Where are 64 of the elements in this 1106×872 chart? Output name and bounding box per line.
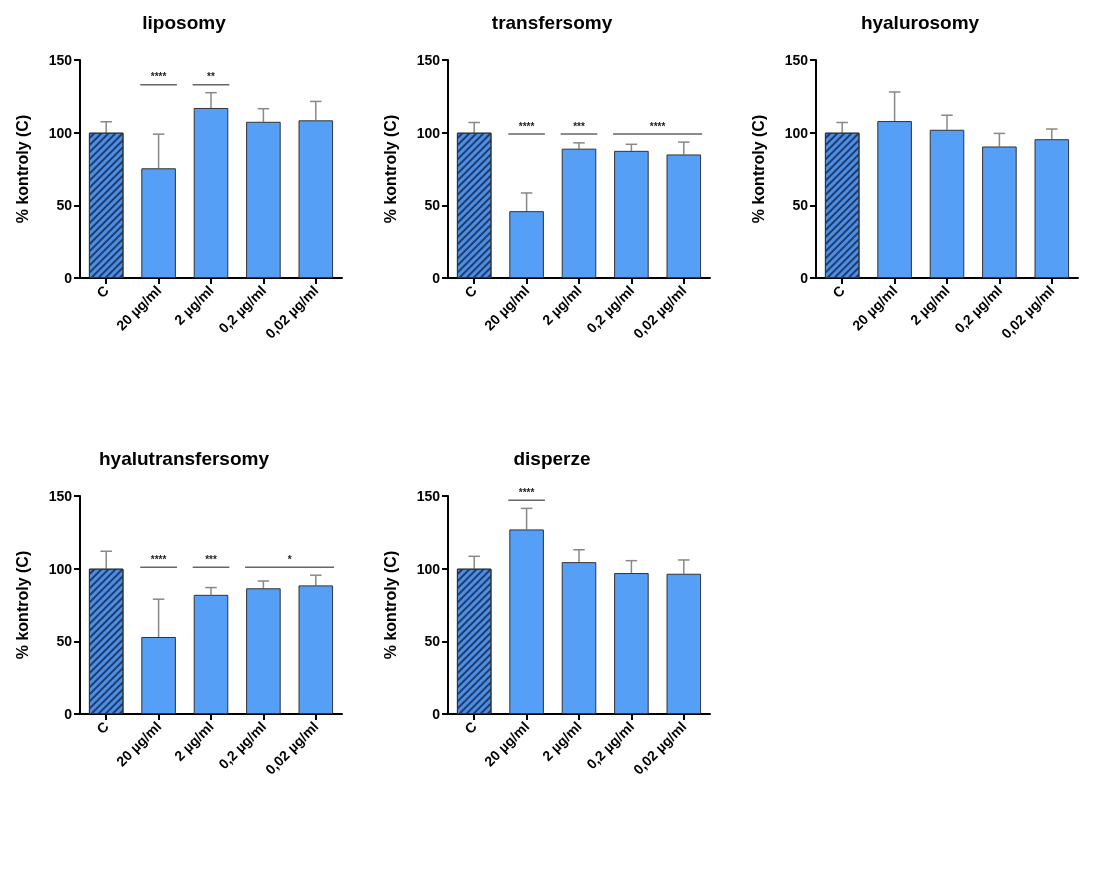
x-tick-label: C — [93, 282, 112, 301]
chart-title: liposomy — [142, 12, 227, 33]
y-tick-label: 150 — [416, 488, 441, 504]
y-tick-label: 100 — [416, 560, 441, 577]
bar — [929, 129, 965, 278]
annotation: *** — [205, 553, 217, 565]
y-tick-label: 100 — [48, 560, 73, 577]
bar — [141, 168, 176, 278]
y-tick-label: 150 — [48, 488, 73, 504]
y-tick-label: 0 — [64, 270, 73, 286]
bar — [1034, 139, 1070, 278]
bar — [246, 121, 281, 278]
y-axis-title: % kontroly (C) — [13, 550, 31, 660]
y-axis-title: % kontroly (C) — [381, 550, 399, 660]
chart-title: hyalutransfersomy — [98, 448, 270, 469]
bar — [561, 562, 597, 714]
y-tick-label: 50 — [56, 197, 73, 214]
y-tick-label: 50 — [792, 197, 809, 214]
x-tick-label: C — [461, 718, 480, 737]
annotation: **** — [150, 71, 167, 83]
bar — [877, 121, 912, 278]
bar — [246, 588, 281, 714]
annotation: * — [287, 553, 292, 565]
y-tick-label: 100 — [416, 124, 441, 141]
bar — [614, 573, 649, 714]
y-tick-label: 100 — [784, 124, 809, 141]
chart-title: disperze — [513, 448, 591, 469]
annotation: **** — [150, 553, 167, 565]
bar — [666, 154, 702, 278]
x-tick-label: C — [93, 718, 112, 737]
x-tick-label: C — [829, 282, 848, 301]
bar — [509, 529, 544, 714]
y-axis-title: % kontroly (C) — [13, 114, 31, 224]
annotation: **** — [649, 120, 666, 132]
y-axis-title: % kontroly (C) — [381, 114, 399, 224]
chart-title: hyalurosomy — [860, 12, 980, 33]
bar — [298, 585, 334, 714]
x-tick-label: C — [461, 282, 480, 301]
bar — [614, 150, 649, 278]
annotation: **** — [518, 120, 535, 132]
y-axis-title: % kontroly (C) — [749, 114, 767, 224]
bar — [141, 636, 176, 714]
y-tick-label: 150 — [784, 52, 809, 68]
y-tick-label: 100 — [48, 124, 73, 141]
annotation: *** — [573, 120, 585, 132]
y-tick-label: 50 — [424, 633, 441, 650]
y-tick-label: 0 — [800, 270, 809, 286]
bar — [193, 594, 229, 714]
y-tick-label: 50 — [56, 633, 73, 650]
bar — [193, 107, 229, 278]
y-tick-label: 50 — [424, 197, 441, 214]
y-tick-label: 150 — [48, 52, 73, 68]
chart-title: transfersomy — [491, 12, 613, 33]
y-tick-label: 0 — [432, 706, 441, 722]
y-tick-label: 0 — [432, 270, 441, 286]
bar — [982, 146, 1017, 278]
annotation: ** — [207, 71, 215, 83]
bar — [666, 573, 702, 714]
bar — [561, 148, 597, 278]
annotation: **** — [518, 486, 535, 498]
y-tick-label: 0 — [64, 706, 73, 722]
y-tick-label: 150 — [416, 52, 441, 68]
bar — [509, 211, 544, 278]
bar — [298, 120, 334, 278]
